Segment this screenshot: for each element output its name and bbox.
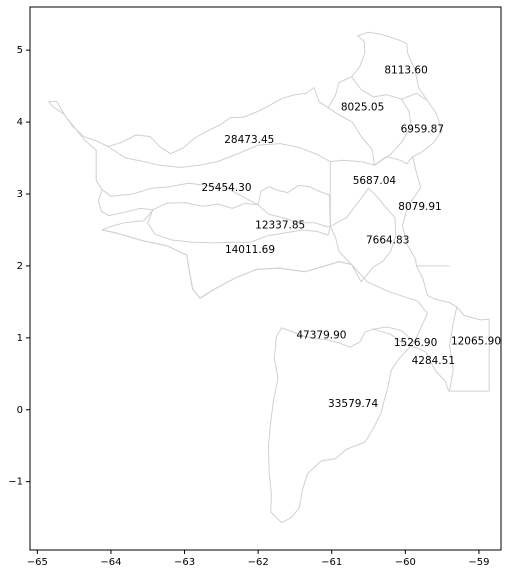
boundary-line-1	[101, 229, 352, 299]
region-value-label: 8025.05	[341, 102, 384, 114]
x-tick-label: −61	[321, 557, 342, 568]
y-tick-label: 5	[17, 45, 23, 56]
y-tick-label: 0	[17, 405, 23, 416]
boundary-line-0	[48, 31, 490, 524]
region-value-label: 33579.74	[328, 398, 378, 410]
boundary-line-11	[374, 92, 428, 166]
boundary-line-6	[330, 187, 397, 283]
y-tick-label: 4	[17, 117, 23, 128]
x-tick-label: −65	[27, 557, 48, 568]
x-tick-label: −64	[100, 557, 121, 568]
boundary-line-5	[329, 226, 352, 265]
region-value-label: 7664.83	[366, 235, 409, 247]
plot-frame	[29, 6, 502, 551]
region-value-label: 8079.91	[398, 201, 441, 213]
x-tick-label: −62	[248, 557, 269, 568]
x-tick-label: −60	[395, 557, 416, 568]
region-value-label: 1526.90	[394, 337, 437, 349]
region-value-label: 47379.90	[296, 330, 346, 342]
y-tick-label: 3	[17, 189, 23, 200]
boundary-line-9	[107, 143, 331, 168]
boundary-line-8	[101, 182, 259, 206]
region-value-label: 5687.04	[353, 175, 397, 187]
region-value-label: 4284.51	[412, 355, 455, 367]
x-tick-label: −63	[174, 557, 195, 568]
region-value-label: 14011.69	[225, 244, 275, 256]
boundary-line-2	[152, 202, 331, 227]
region-value-label: 28473.45	[224, 134, 274, 146]
y-tick-label: 1	[17, 333, 23, 344]
axes: −65 −64 −63 −62 −61 −60 −59 −1 0 1 2 3 4 5	[8, 6, 502, 568]
boundary-line-4	[257, 184, 331, 227]
boundary-line-13	[372, 326, 415, 343]
region-boundaries	[48, 31, 490, 524]
y-tick-label: 2	[17, 261, 23, 272]
y-tick-label: −1	[8, 477, 23, 488]
region-value-label: 8113.60	[384, 64, 427, 76]
region-value-label: 25454.30	[201, 182, 251, 194]
region-labels: 8113.60 8025.05 6959.87 28473.45 5687.04 2545…	[201, 64, 501, 410]
boundary-line-15	[449, 306, 458, 392]
region-value-label: 6959.87	[401, 123, 444, 135]
region-value-label: 12065.90	[451, 335, 501, 347]
region-value-label: 12337.85	[255, 220, 305, 232]
boundary-line-10	[327, 107, 375, 166]
boundary-line-3	[147, 209, 331, 244]
boundary-line-12	[351, 76, 402, 100]
boundary-line-7	[329, 156, 414, 227]
x-tick-label: −59	[468, 557, 489, 568]
